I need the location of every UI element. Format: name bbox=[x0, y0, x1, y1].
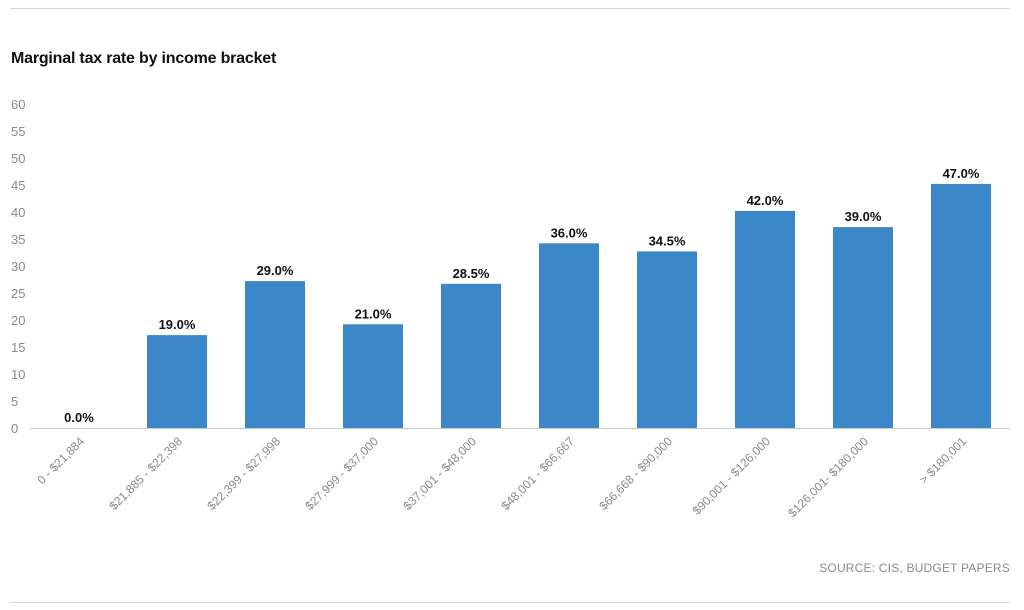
x-tick-label: $22,399 - $27,998 bbox=[204, 434, 283, 513]
y-tick-label: 25 bbox=[11, 286, 25, 301]
data-label: 34.5% bbox=[649, 233, 686, 248]
bar bbox=[539, 243, 599, 428]
data-label: 36.0% bbox=[551, 225, 588, 240]
bar bbox=[637, 251, 697, 428]
y-tick-label: 30 bbox=[11, 259, 25, 274]
bar bbox=[441, 283, 501, 428]
data-label: 42.0% bbox=[747, 193, 784, 208]
data-label: 29.0% bbox=[257, 263, 294, 278]
y-tick-label: 20 bbox=[11, 313, 25, 328]
data-label: 39.0% bbox=[845, 209, 882, 224]
data-label: 28.5% bbox=[453, 266, 490, 281]
source-note: SOURCE: CIS, BUDGET PAPERS bbox=[819, 561, 1010, 575]
x-tick-label: $126,001- $180,000 bbox=[785, 434, 871, 520]
y-tick-label: 10 bbox=[11, 367, 25, 382]
y-tick-label: 5 bbox=[11, 394, 18, 409]
x-tick-label: > $180,001 bbox=[917, 434, 970, 487]
bar bbox=[147, 335, 207, 428]
bar bbox=[735, 210, 795, 428]
y-tick-label: 45 bbox=[11, 178, 25, 193]
top-divider bbox=[10, 8, 1010, 9]
data-label: 19.0% bbox=[159, 317, 196, 332]
x-tick-label: 0 - $21,884 bbox=[34, 434, 87, 487]
data-label: 0.0% bbox=[64, 410, 94, 425]
y-tick-label: 0 bbox=[11, 421, 18, 436]
x-tick-label: $21,885 - $22,398 bbox=[106, 434, 185, 513]
y-tick-label: 60 bbox=[11, 97, 25, 112]
chart-title: Marginal tax rate by income bracket bbox=[11, 50, 277, 67]
x-tick-label: $37,001 - $48,000 bbox=[400, 434, 479, 513]
bar bbox=[245, 281, 305, 428]
y-axis: 0 5 10 15 20 25 30 35 40 45 50 55 60 bbox=[11, 97, 25, 436]
bar bbox=[343, 324, 403, 428]
data-labels: 0.0% 19.0% 29.0% 21.0% 28.5% 36.0% 34.5% 42.0% 3… bbox=[64, 166, 980, 425]
bottom-divider bbox=[10, 602, 1010, 603]
x-axis: 0 - $21,884 $21,885 - $22,398 $22,399 - $2… bbox=[34, 434, 969, 520]
data-label: 21.0% bbox=[355, 306, 392, 321]
y-tick-label: 15 bbox=[11, 340, 25, 355]
y-tick-label: 55 bbox=[11, 124, 25, 139]
bar bbox=[833, 227, 893, 428]
bars bbox=[147, 183, 991, 428]
data-label: 47.0% bbox=[943, 166, 980, 181]
x-tick-label: $90,001 - $126,000 bbox=[690, 434, 774, 518]
x-tick-label: $48,001 - $66,667 bbox=[498, 434, 577, 513]
y-tick-label: 50 bbox=[11, 151, 25, 166]
y-tick-label: 35 bbox=[11, 232, 25, 247]
bar bbox=[931, 183, 991, 428]
x-tick-label: $27,999 - $37,000 bbox=[302, 434, 381, 513]
y-tick-label: 40 bbox=[11, 205, 25, 220]
x-tick-label: $66,668 - $90,000 bbox=[596, 434, 675, 513]
